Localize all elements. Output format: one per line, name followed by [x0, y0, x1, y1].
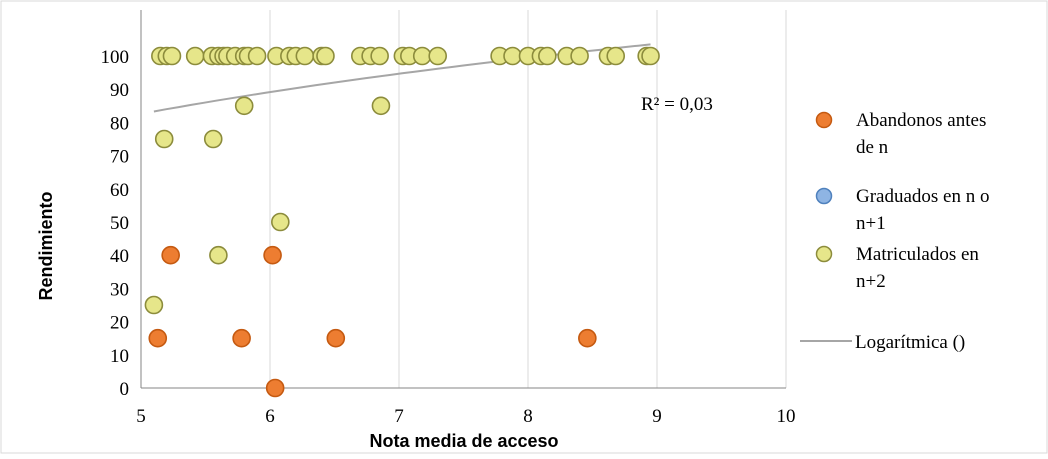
data-point	[641, 46, 660, 66]
data-point	[606, 46, 626, 66]
data-point	[316, 46, 335, 66]
legend: Abandonos antes de n Graduados en n o n+1 Ma…	[800, 110, 990, 353]
y-tick-label: 40	[110, 246, 129, 267]
legend-label: Matriculados en	[856, 244, 979, 265]
data-point	[247, 46, 267, 66]
data-point	[578, 328, 597, 348]
legend-label: de n	[856, 137, 889, 158]
data-point	[428, 46, 448, 66]
legend-label: n+1	[856, 213, 886, 234]
legend-marker	[815, 187, 833, 205]
x-tick-label: 9	[652, 406, 662, 427]
data-point	[371, 96, 391, 116]
y-tick-label: 80	[110, 113, 129, 134]
data-point	[295, 46, 315, 66]
x-tick-label: 7	[394, 406, 404, 427]
data-point	[370, 46, 389, 66]
legend-marker	[815, 245, 833, 263]
x-tick-label: 10	[777, 406, 796, 427]
y-tick-label: 50	[110, 213, 129, 234]
data-point	[185, 46, 205, 66]
y-tick-label: 100	[101, 47, 130, 68]
y-tick-label: 70	[110, 147, 129, 168]
data-point	[203, 129, 223, 149]
legend-label: Abandonos antes	[856, 110, 986, 131]
axes	[140, 10, 786, 389]
data-point	[263, 245, 282, 265]
y-tick-label: 0	[120, 379, 130, 400]
data-point	[154, 129, 174, 149]
y-tick-label: 10	[110, 346, 129, 367]
x-tick-label: 5	[136, 406, 146, 427]
data-point	[144, 295, 164, 315]
y-tick-label: 20	[110, 313, 129, 334]
x-tick-label: 6	[265, 406, 275, 427]
data-point	[209, 245, 228, 265]
data-point	[148, 328, 168, 348]
data-point	[271, 212, 290, 232]
x-axis-title: Nota media de acceso	[369, 431, 558, 451]
legend-trendline-label: Logarítmica ()	[855, 332, 965, 353]
data-point	[326, 328, 346, 348]
r2-label: R² = 0,03	[641, 94, 713, 115]
data-point	[538, 46, 557, 66]
x-tick-label: 8	[523, 406, 533, 427]
y-tick-label: 90	[110, 80, 129, 101]
legend-label: n+2	[856, 271, 886, 292]
data-points	[144, 46, 660, 398]
data-point	[234, 96, 254, 116]
y-tick-label: 30	[110, 279, 129, 300]
data-point	[570, 46, 589, 66]
legend-marker	[815, 111, 833, 129]
data-point	[265, 378, 285, 398]
data-point	[412, 46, 432, 66]
data-point	[232, 328, 251, 348]
data-point	[503, 46, 522, 66]
legend-label: Graduados en n o	[856, 186, 990, 207]
y-axis-title: Rendimiento	[36, 191, 56, 300]
data-point	[161, 245, 180, 265]
data-point	[162, 46, 182, 66]
y-tick-label: 60	[110, 180, 129, 201]
